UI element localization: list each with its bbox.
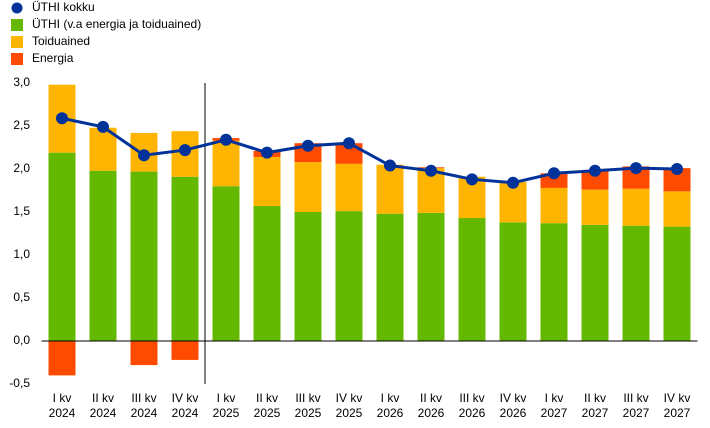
bar: [458, 218, 486, 341]
bar: [581, 189, 609, 225]
line-point: [179, 144, 191, 157]
x-tick-label: 2024: [172, 406, 199, 420]
bar: [48, 152, 76, 341]
y-tick-label: 2,5: [13, 118, 30, 132]
bar: [171, 176, 199, 341]
line-point: [466, 173, 478, 186]
bar: [540, 173, 568, 188]
bar: [622, 188, 650, 226]
y-tick-label: 1,5: [13, 204, 30, 218]
x-tick-label: IV kv: [336, 391, 363, 405]
legend-marker: [11, 53, 23, 65]
bar: [581, 224, 609, 341]
y-tick-label: 2,0: [13, 161, 30, 175]
x-tick-label: 2027: [541, 406, 568, 420]
x-tick-label: II kv: [256, 391, 278, 405]
x-tick-label: 2026: [418, 406, 445, 420]
bar: [581, 170, 609, 190]
x-tick-label: IV kv: [172, 391, 199, 405]
x-tick-label: III kv: [131, 391, 156, 405]
legend-marker: [11, 36, 23, 48]
line-point: [97, 120, 109, 133]
legend-label: ÜTHI kokku: [32, 0, 95, 14]
x-tick-label: II kv: [420, 391, 442, 405]
line-point: [138, 149, 150, 162]
x-tick-label: III kv: [459, 391, 484, 405]
x-tick-label: II kv: [584, 391, 606, 405]
x-tick-label: 2027: [664, 406, 691, 420]
y-tick-label: -0,5: [9, 376, 30, 390]
line-point: [589, 164, 601, 177]
bar: [89, 170, 117, 341]
line-point: [425, 164, 437, 177]
bar: [335, 163, 363, 212]
legend-marker: [11, 2, 23, 14]
y-tick-label: 0,5: [13, 290, 30, 304]
bar: [130, 171, 158, 341]
y-tick-label: 3,0: [13, 75, 30, 89]
bar: [294, 162, 322, 212]
x-tick-label: I kv: [217, 391, 236, 405]
line-point: [630, 162, 642, 175]
bar: [622, 166, 650, 189]
bar: [540, 223, 568, 341]
x-tick-label: I kv: [545, 391, 564, 405]
bar: [622, 225, 650, 341]
bar: [499, 222, 527, 341]
bar: [417, 212, 445, 341]
bar: [294, 212, 322, 341]
legend-label: ÜTHI (v.a energia ja toiduained): [32, 17, 201, 31]
x-tick-label: I kv: [53, 391, 72, 405]
x-tick-label: 2026: [500, 406, 527, 420]
x-tick-label: 2024: [131, 406, 158, 420]
bar: [253, 156, 281, 206]
line-point: [302, 139, 314, 152]
bar: [253, 205, 281, 341]
x-tick-label: 2026: [459, 406, 486, 420]
line-point: [548, 167, 560, 180]
bar: [335, 211, 363, 341]
y-tick-label: 0,0: [13, 333, 30, 347]
x-tick-label: II kv: [92, 391, 114, 405]
x-tick-label: 2025: [213, 406, 240, 420]
bar: [376, 213, 404, 341]
legend-label: Energia: [32, 51, 74, 65]
bar: [376, 164, 404, 214]
legend-marker: [11, 19, 23, 31]
bar: [663, 226, 691, 341]
bar: [171, 341, 199, 360]
bar: [663, 191, 691, 227]
x-tick-label: IV kv: [664, 391, 691, 405]
x-tick-label: 2026: [377, 406, 404, 420]
bar: [212, 140, 240, 187]
line-point: [56, 112, 68, 125]
x-tick-label: 2025: [254, 406, 281, 420]
line: [61, 116, 678, 185]
x-tick-label: IV kv: [500, 391, 527, 405]
x-tick-label: I kv: [381, 391, 400, 405]
bar: [540, 187, 568, 224]
line-point: [343, 137, 355, 150]
line-point: [671, 163, 683, 175]
line-point: [261, 146, 273, 159]
line-point: [384, 159, 396, 172]
x-tick-label: 2027: [623, 406, 650, 420]
y-tick-label: 1,0: [13, 247, 30, 261]
x-tick-label: 2024: [90, 406, 117, 420]
bar: [130, 341, 158, 366]
x-tick-label: III kv: [295, 391, 320, 405]
x-tick-label: III kv: [623, 391, 648, 405]
line-point: [507, 176, 519, 189]
bar: [48, 341, 76, 376]
x-tick-label: 2025: [336, 406, 363, 420]
legend-label: Toiduained: [32, 34, 90, 48]
bar: [663, 168, 691, 192]
x-tick-label: 2024: [49, 406, 76, 420]
bar: [212, 186, 240, 341]
x-tick-label: 2025: [295, 406, 322, 420]
line-point: [220, 133, 232, 146]
x-tick-label: 2027: [582, 406, 609, 420]
